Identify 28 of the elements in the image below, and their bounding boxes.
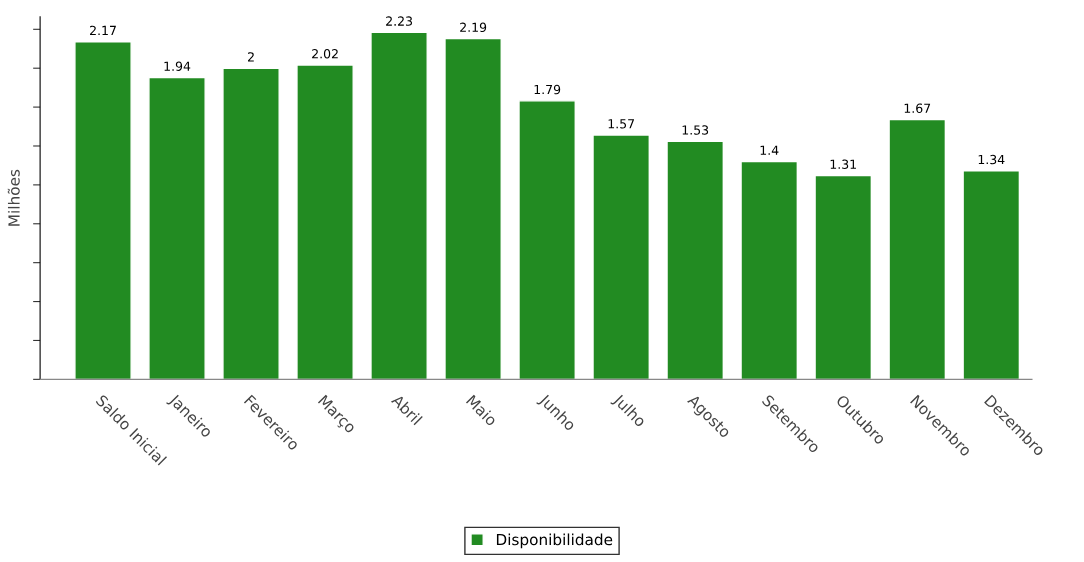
- y-axis-title: Milhões: [7, 169, 20, 226]
- bar: [740, 160, 799, 380]
- bar: [518, 100, 576, 380]
- data-label: 1.94: [164, 61, 191, 71]
- data-label: 1.31: [830, 159, 856, 169]
- bar: [296, 64, 354, 380]
- bar: [444, 37, 502, 380]
- data-label: 1.57: [608, 119, 635, 129]
- bar: [74, 41, 132, 380]
- bar: [888, 118, 947, 380]
- data-label: 2.17: [90, 25, 116, 35]
- data-label: 2.23: [386, 16, 413, 26]
- data-label: 1.34: [978, 154, 1005, 165]
- bar: [814, 174, 873, 380]
- data-label: 1.79: [534, 84, 561, 95]
- bar: [666, 140, 725, 380]
- bar: [148, 76, 206, 380]
- data-label: 2: [248, 52, 254, 62]
- legend-label: Disponibilidade: [496, 533, 613, 549]
- bar: [592, 134, 650, 380]
- data-label: 1.4: [760, 145, 779, 155]
- bar: [222, 67, 280, 380]
- data-label: 1.53: [682, 125, 709, 135]
- data-label: 2.19: [460, 22, 487, 33]
- bar: [370, 31, 428, 380]
- data-label: 2.02: [312, 49, 338, 59]
- bar: [962, 170, 1021, 380]
- data-label: 1.67: [904, 103, 931, 113]
